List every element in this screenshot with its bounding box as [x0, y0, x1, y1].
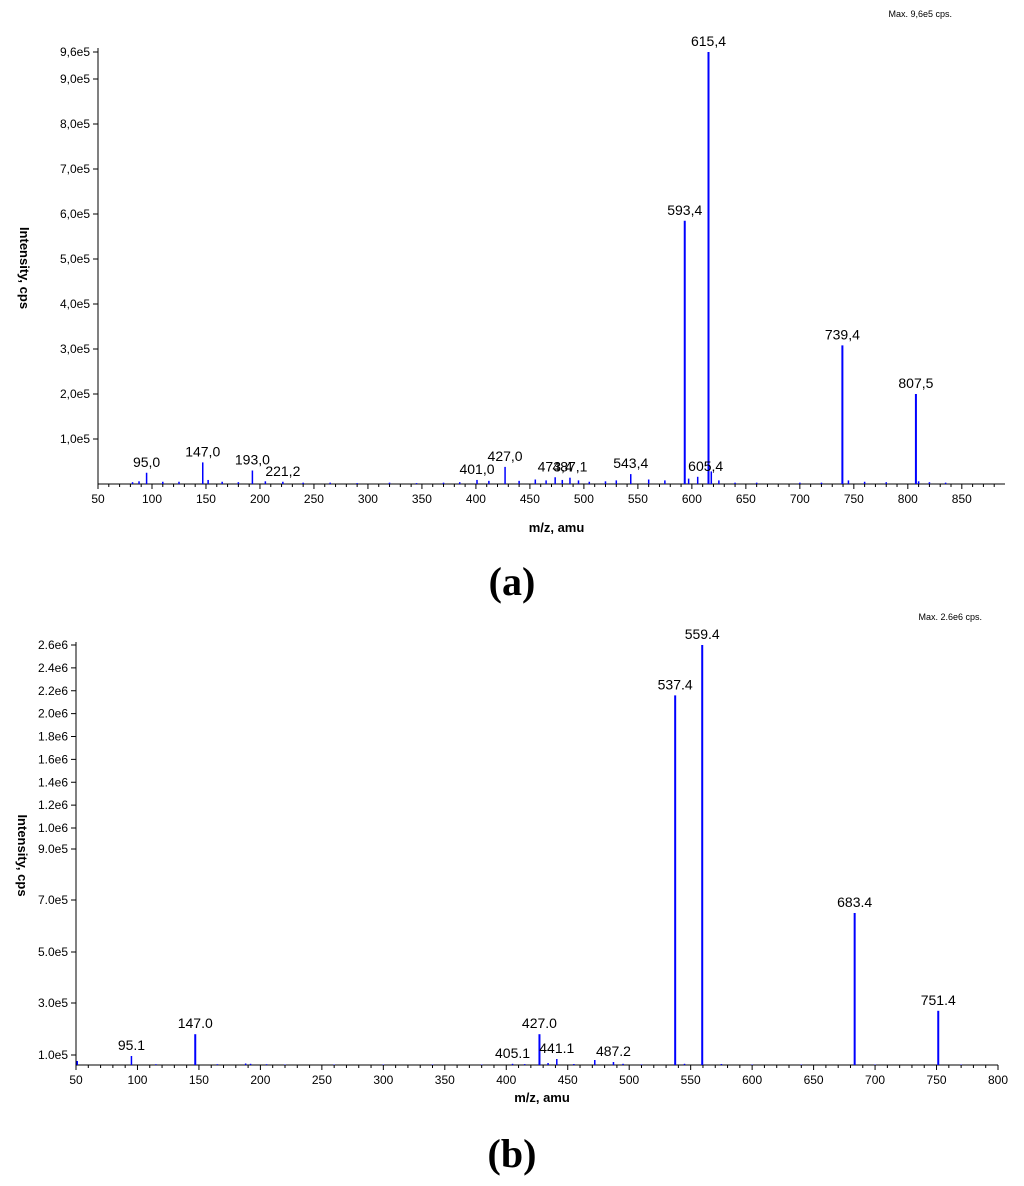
x-tick-label: 700 [865, 1073, 885, 1087]
x-tick-label: 450 [558, 1073, 578, 1087]
x-tick-label: 600 [742, 1073, 762, 1087]
max-intensity-note: Max. 2.6e6 cps. [918, 612, 982, 622]
y-tick-label: 3.0e5 [38, 996, 68, 1010]
y-tick-label: 5.0e5 [38, 945, 68, 959]
peak-label: 487,1 [552, 459, 587, 475]
y-tick-label: 1.2e6 [38, 798, 68, 812]
y-tick-label: 1.4e6 [38, 775, 68, 789]
peak-label: 739,4 [825, 326, 860, 342]
peak-label: 95.1 [118, 1037, 145, 1053]
peak-label: 473,4 [538, 458, 573, 474]
peak-label: 147,0 [185, 443, 220, 459]
spectrum-plot-a: 50 100 150 200 250 300 350 400 450 500 550 600 650 70… [17, 9, 1005, 535]
y-tick-label: 6,0e5 [60, 207, 90, 221]
spectrum-panel-b: 50 100 150 200 250 300 350 400 450 500 550 600 650 70… [0, 600, 1024, 1186]
x-tick-label: 350 [412, 492, 432, 506]
y-tick-label: 1,0e5 [60, 432, 90, 446]
x-tick-label: 800 [988, 1073, 1008, 1087]
peak-label: 405.1 [495, 1045, 530, 1061]
x-tick-label: 500 [619, 1073, 639, 1087]
x-tick-label: 200 [250, 492, 270, 506]
peak-label: 221,2 [265, 463, 300, 479]
x-tick-label: 300 [358, 492, 378, 506]
peak-label: 543,4 [613, 455, 648, 471]
max-intensity-note: Max. 9,6e5 cps. [888, 9, 952, 19]
peak-label: 615,4 [691, 33, 726, 49]
y-tick-label: 1.6e6 [38, 752, 68, 766]
peak-label: 537.4 [658, 676, 693, 692]
x-tick-label: 850 [952, 492, 972, 506]
x-tick-label: 650 [804, 1073, 824, 1087]
x-tick-label: 800 [898, 492, 918, 506]
panel-label-b: (b) [487, 1131, 537, 1176]
y-tick-label: 5,0e5 [60, 252, 90, 266]
peak-label: 401,0 [459, 461, 494, 477]
x-tick-label: 50 [91, 492, 105, 506]
y-tick-label: 3,0e5 [60, 342, 90, 356]
y-tick-label: 2.4e6 [38, 661, 68, 675]
y-tick-label: 2,0e5 [60, 387, 90, 401]
y-tick-label: 2.6e6 [38, 638, 68, 652]
x-tick-label: 550 [681, 1073, 701, 1087]
x-tick-label: 50 [69, 1073, 83, 1087]
x-tick-label: 450 [520, 492, 540, 506]
x-tick-label: 100 [142, 492, 162, 506]
x-axis-label: m/z, amu [514, 1090, 570, 1105]
y-tick-label: 2.0e6 [38, 707, 68, 721]
peak-label: 751.4 [921, 992, 956, 1008]
y-tick-label: 7.0e5 [38, 893, 68, 907]
y-tick-label: 9,6e5 [60, 45, 90, 59]
x-tick-label: 200 [250, 1073, 270, 1087]
y-axis-label: Intensity, cps [17, 227, 32, 309]
y-tick-label: 1.8e6 [38, 730, 68, 744]
x-axis-label: m/z, amu [529, 520, 585, 535]
x-tick-label: 750 [927, 1073, 947, 1087]
peak-label: 683.4 [837, 894, 872, 910]
x-tick-label: 500 [574, 492, 594, 506]
y-axis-label: Intensity, cps [15, 814, 30, 896]
peak-label: 593,4 [667, 202, 702, 218]
x-tick-label: 400 [466, 492, 486, 506]
y-tick-label: 1.0e5 [38, 1048, 68, 1062]
y-tick-label: 8,0e5 [60, 117, 90, 131]
peak-label: 605,4 [688, 458, 723, 474]
y-tick-label: 9.0e5 [38, 842, 68, 856]
x-tick-label: 750 [844, 492, 864, 506]
panel-label-a: (a) [488, 559, 536, 604]
y-tick-label: 1.0e6 [38, 821, 68, 835]
peak-label: 487.2 [596, 1043, 631, 1059]
x-tick-label: 150 [196, 492, 216, 506]
x-tick-label: 250 [312, 1073, 332, 1087]
peak-label: 427,0 [488, 448, 523, 464]
y-tick-label: 4,0e5 [60, 297, 90, 311]
y-tick-label: 9,0e5 [60, 72, 90, 86]
x-tick-label: 600 [682, 492, 702, 506]
peak-label: 807,5 [898, 375, 933, 391]
x-tick-label: 700 [790, 492, 810, 506]
peak-label: 441.1 [539, 1040, 574, 1056]
peak-label: 427.0 [522, 1015, 557, 1031]
y-tick-label: 7,0e5 [60, 162, 90, 176]
x-tick-label: 250 [304, 492, 324, 506]
x-tick-label: 350 [435, 1073, 455, 1087]
x-tick-label: 650 [736, 492, 756, 506]
x-tick-label: 550 [628, 492, 648, 506]
x-tick-label: 400 [496, 1073, 516, 1087]
spectrum-panel-a: 50 100 150 200 250 300 350 400 450 500 550 600 650 70… [17, 9, 1005, 604]
peak-label: 95,0 [133, 454, 160, 470]
x-tick-label: 150 [189, 1073, 209, 1087]
x-tick-label: 100 [127, 1073, 147, 1087]
spectrum-plot-b: 50 100 150 200 250 300 350 400 450 500 550 600 650 70… [15, 612, 1008, 1105]
y-tick-label: 2.2e6 [38, 684, 68, 698]
x-tick-label: 300 [373, 1073, 393, 1087]
peak-label: 147.0 [178, 1015, 213, 1031]
peak-label: 193,0 [235, 452, 270, 468]
peak-label: 559.4 [685, 626, 720, 642]
